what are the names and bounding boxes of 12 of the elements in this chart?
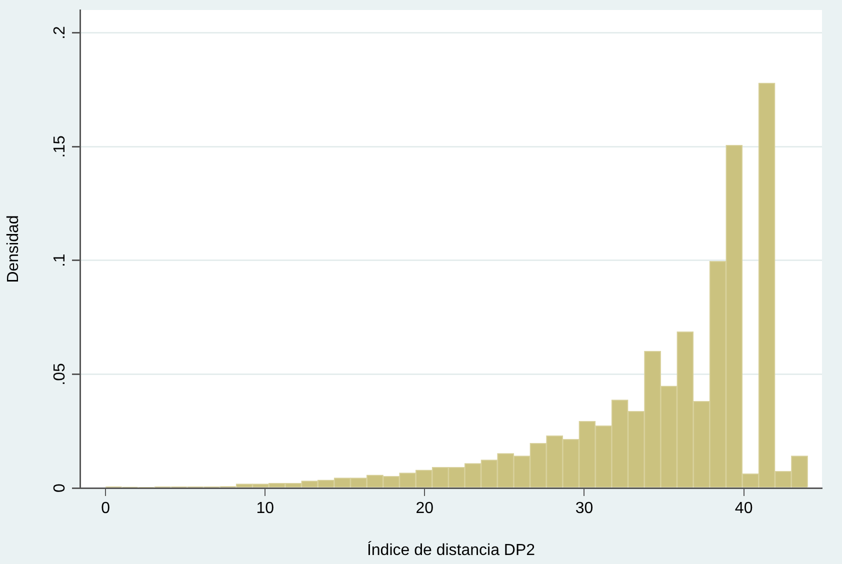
y-tick-label: 0 (51, 483, 68, 492)
y-tick-label: .1 (51, 254, 68, 268)
y-axis-title: Densidad (5, 215, 22, 283)
y-tick-label: .15 (51, 135, 68, 158)
x-tick-label: 10 (256, 500, 274, 518)
x-tick-label: 20 (416, 500, 434, 518)
y-tick-label: .2 (51, 26, 68, 40)
y-tick-label: .05 (51, 362, 68, 386)
x-axis-title: Índice de distancia DP2 (366, 540, 536, 559)
x-tick-label: 30 (575, 500, 594, 518)
x-tick-label: 0 (101, 500, 110, 518)
x-tick-label: 40 (734, 500, 753, 518)
